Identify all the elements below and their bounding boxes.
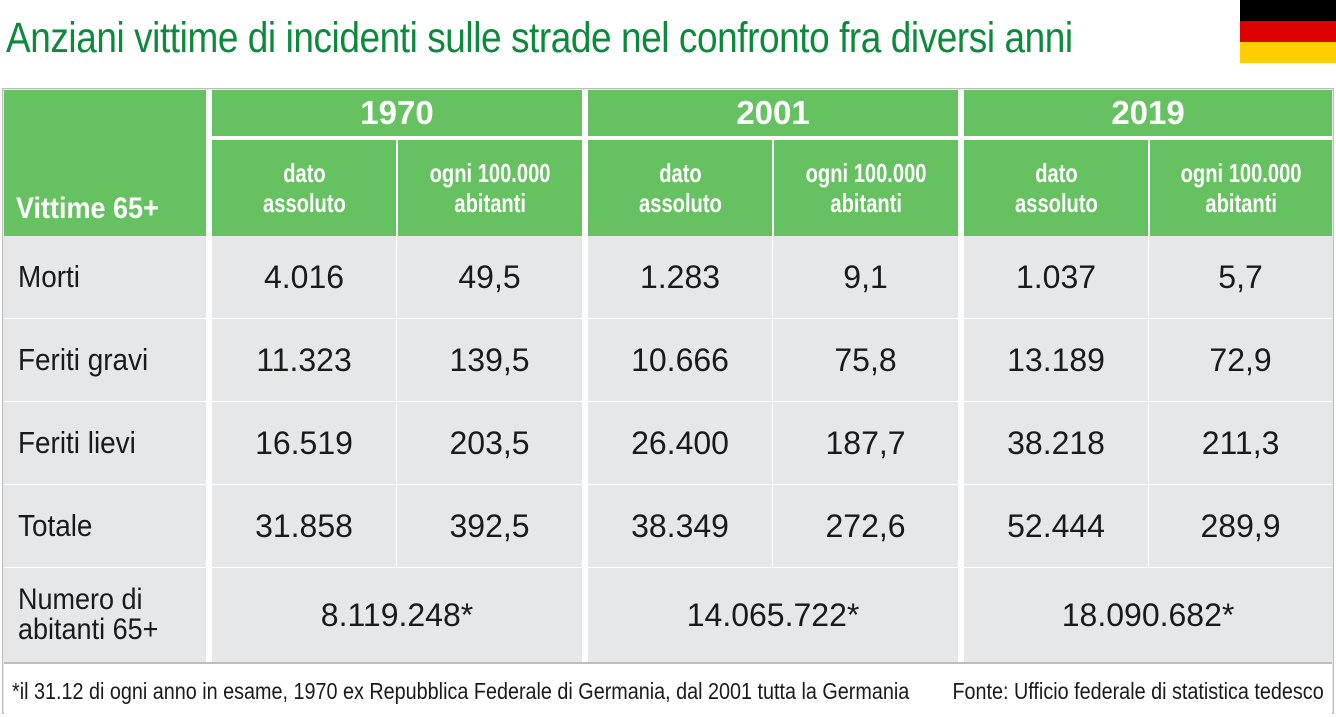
footnote: *il 31.12 di ogni anno in esame, 1970 ex… [12, 678, 910, 704]
footer: *il 31.12 di ogni anno in esame, 1970 ex… [4, 662, 1332, 714]
page-title: Anziani vittime di incidenti sulle strad… [6, 14, 1073, 62]
population-cell: 14.065.722* [582, 568, 958, 662]
population-row: Numero di abitanti 65+ 8.119.248* 14.065.… [4, 568, 1332, 662]
table-cell: 289,9 [1148, 485, 1333, 568]
table-cell: 31.858 [206, 485, 396, 568]
data-table: Vittime 65+ 1970 2001 2019 dato assoluto … [4, 90, 1333, 662]
row-label: Numero di abitanti 65+ [18, 583, 159, 646]
table-row: Morti 4.016 49,5 1.283 9,1 1.037 5,7 [4, 236, 1333, 319]
table-cell: 38.218 [958, 402, 1149, 485]
table-cell: 75,8 [772, 319, 959, 402]
table-cell: 4.016 [206, 236, 396, 319]
table-cell: 72,9 [1148, 319, 1333, 402]
table-cell: 392,5 [396, 485, 583, 568]
table-row: Feriti lievi 16.519 203,5 26.400 187,7 3… [4, 402, 1333, 485]
subheader-absolute: dato assoluto [206, 140, 396, 236]
row-label: Feriti lievi [4, 402, 206, 485]
table-cell: 49,5 [396, 236, 583, 319]
table-cell: 52.444 [958, 485, 1149, 568]
population-cell: 8.119.248* [206, 568, 582, 662]
table-cell: 1.283 [582, 236, 773, 319]
table-cell: 11.323 [206, 319, 396, 402]
table-row: Totale 31.858 392,5 38.349 272,6 52.444 … [4, 485, 1333, 568]
table-cell: 203,5 [396, 402, 583, 485]
subheader-absolute: dato assoluto [582, 140, 773, 236]
subheader-per-100k: ogni 100.000 abitanti [396, 140, 583, 236]
table-cell: 5,7 [1148, 236, 1333, 319]
subheader-per-100k: ogni 100.000 abitanti [1148, 140, 1333, 236]
row-label: Totale [4, 485, 206, 568]
table-cell: 211,3 [1148, 402, 1333, 485]
table-cell: 139,5 [396, 319, 583, 402]
table-cell: 26.400 [582, 402, 773, 485]
table-cell: 9,1 [772, 236, 959, 319]
table-cell: 13.189 [958, 319, 1149, 402]
table-cell: 38.349 [582, 485, 773, 568]
row-label: Morti [4, 236, 206, 319]
table-cell: 10.666 [582, 319, 773, 402]
row-label: Feriti gravi [4, 319, 206, 402]
source-note: Fonte: Ufficio federale di statistica te… [952, 678, 1324, 704]
table-cell: 187,7 [772, 402, 959, 485]
corner-header: Vittime 65+ [4, 90, 206, 236]
year-header: 1970 [206, 90, 583, 140]
subheader-per-100k: ogni 100.000 abitanti [772, 140, 959, 236]
germany-flag-icon [1240, 0, 1336, 63]
table-cell: 1.037 [958, 236, 1149, 319]
table-cell: 272,6 [772, 485, 959, 568]
population-cell: 18.090.682* [958, 568, 1332, 662]
subheader-absolute: dato assoluto [958, 140, 1149, 236]
year-header: 2019 [958, 90, 1333, 140]
table-row: Feriti gravi 11.323 139,5 10.666 75,8 13… [4, 319, 1333, 402]
year-header: 2001 [582, 90, 959, 140]
table-cell: 16.519 [206, 402, 396, 485]
